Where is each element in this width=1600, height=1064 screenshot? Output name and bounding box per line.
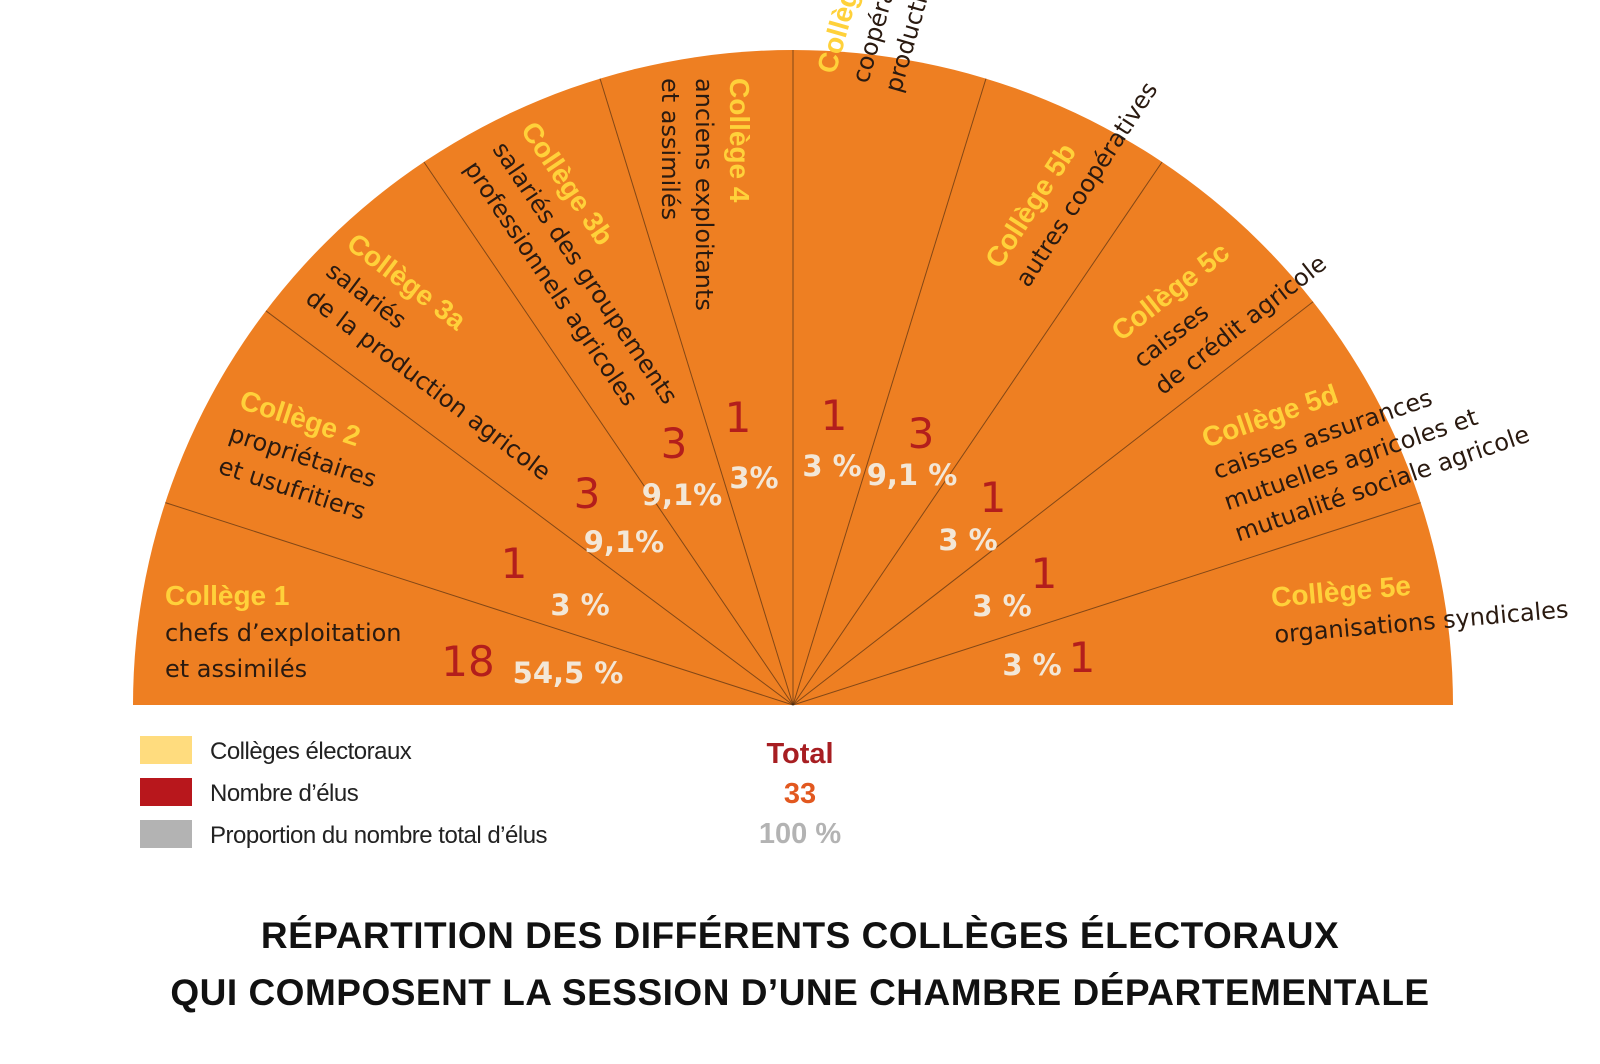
proportion-label: 3 % xyxy=(802,449,861,483)
proportion-label: 3 % xyxy=(1002,648,1061,682)
proportion-label: 9,1% xyxy=(642,478,722,512)
wedge-separator xyxy=(792,301,1314,706)
elus-count: 3 xyxy=(661,419,688,468)
total-label: Total xyxy=(766,738,834,770)
chart-title-line-2: QUI COMPOSENT LA SESSION D’UNE CHAMBRE D… xyxy=(170,972,1430,1013)
proportion-label: 9,1 % xyxy=(867,458,958,492)
elus-count: 1 xyxy=(821,391,848,440)
elus-count: 3 xyxy=(908,409,935,458)
proportion-label: 9,1% xyxy=(584,525,664,559)
elus-count: 1 xyxy=(980,473,1007,522)
proportion-label: 3 % xyxy=(972,589,1031,623)
wedge-separator xyxy=(792,78,987,706)
proportion-label: 3 % xyxy=(550,588,609,622)
wedge-separator xyxy=(265,310,794,706)
elus-count: 1 xyxy=(501,539,528,588)
elus-count: 1 xyxy=(725,393,752,442)
total-pct: 100 % xyxy=(758,818,842,850)
legend-label-proportion: Proportion du nombre total d’élus xyxy=(210,822,548,849)
semicircle-chart: Collège 1 chefs d’exploitation et assimilé… xyxy=(133,0,1569,706)
elus-count: 18 xyxy=(441,637,494,686)
proportion-label: 3 % xyxy=(938,523,997,557)
chart-title-line-1: RÉPARTITION DES DIFFÉRENTS COLLÈGES ÉLEC… xyxy=(260,915,1340,956)
legend-label-elus: Nombre d’élus xyxy=(210,780,359,807)
college-description: chefs d’exploitation xyxy=(165,619,402,647)
wedge-separator xyxy=(599,78,794,706)
total-elus: 33 xyxy=(783,778,817,810)
legend-swatch-elus xyxy=(140,778,192,806)
elus-count: 1 xyxy=(1031,549,1058,598)
proportion-label: 54,5 % xyxy=(513,656,624,690)
proportion-label: 3% xyxy=(729,461,778,495)
college-description: et assimilés xyxy=(656,78,684,220)
college-description: et assimilés xyxy=(165,655,307,683)
legend-swatch-proportion xyxy=(140,820,192,848)
college-name: Collège 4 xyxy=(724,78,755,203)
elus-count: 3 xyxy=(574,469,601,518)
wedge-separator xyxy=(165,502,794,706)
legend-label-colleges: Collèges électoraux xyxy=(210,738,412,765)
college-label-group: Collège 1 chefs d’exploitation et assimilé… xyxy=(165,580,402,683)
wedge-separator xyxy=(423,161,794,706)
elus-count: 1 xyxy=(1069,633,1096,682)
college-name: Collège 1 xyxy=(165,580,289,611)
legend-swatch-colleges xyxy=(140,736,192,764)
wedge-separator xyxy=(792,161,1163,706)
wedge-separator xyxy=(792,502,1421,706)
college-description: anciens exploitants xyxy=(690,78,718,311)
